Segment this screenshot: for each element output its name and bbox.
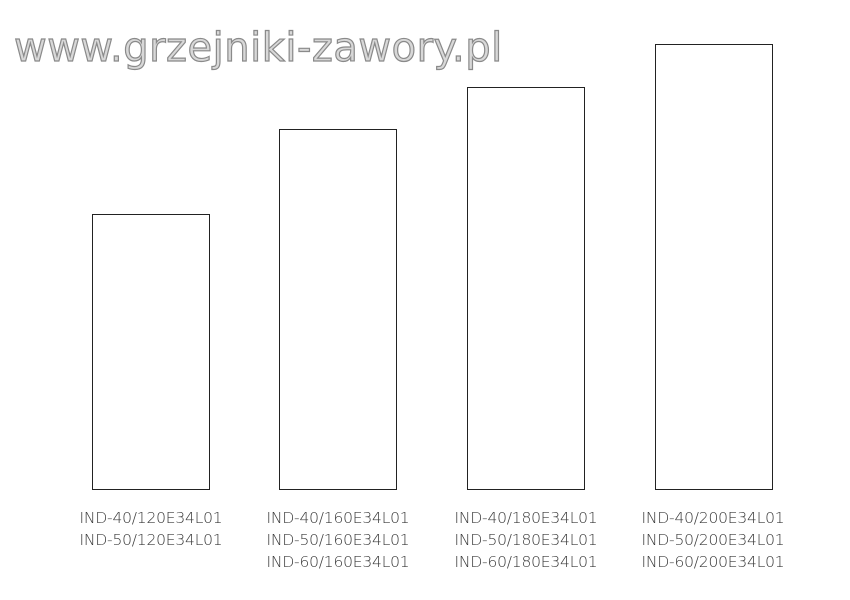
model-label: IND-50/180E34L01 — [454, 531, 598, 549]
model-label: IND-40/180E34L01 — [454, 509, 598, 527]
model-label: IND-40/120E34L01 — [79, 509, 223, 527]
model-labels-180: IND-40/180E34L01 IND-50/180E34L01 IND-60… — [436, 507, 616, 573]
model-label: IND-40/200E34L01 — [641, 509, 785, 527]
radiator-outline-120 — [92, 214, 210, 490]
model-label: IND-60/160E34L01 — [266, 553, 410, 571]
model-label: IND-60/180E34L01 — [454, 553, 598, 571]
radiator-outline-160 — [279, 129, 397, 490]
radiator-outline-180 — [467, 87, 585, 490]
model-label: IND-50/200E34L01 — [641, 531, 785, 549]
model-label: IND-60/200E34L01 — [641, 553, 785, 571]
radiator-outline-200 — [655, 44, 773, 490]
watermark: www.grzejniki-zawory.pl — [13, 24, 503, 71]
model-label: IND-50/120E34L01 — [79, 531, 223, 549]
model-labels-160: IND-40/160E34L01 IND-50/160E34L01 IND-60… — [248, 507, 428, 573]
model-labels-120: IND-40/120E34L01 IND-50/120E34L01 — [61, 507, 241, 551]
model-labels-200: IND-40/200E34L01 IND-50/200E34L01 IND-60… — [623, 507, 803, 573]
model-label: IND-40/160E34L01 — [266, 509, 410, 527]
model-label: IND-50/160E34L01 — [266, 531, 410, 549]
